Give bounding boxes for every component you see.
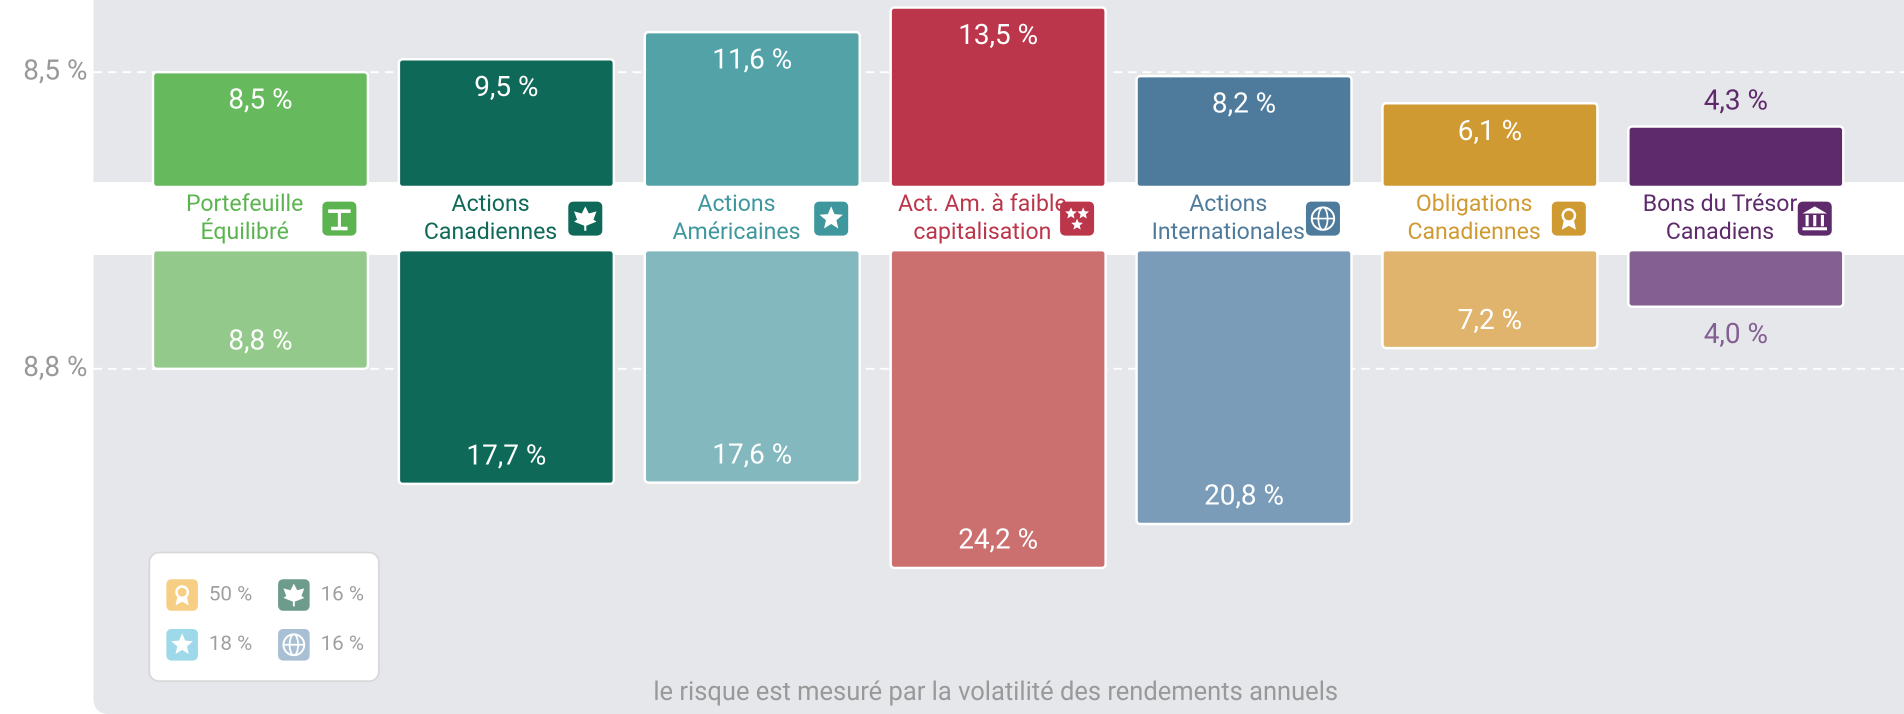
return-label: 8,2 %: [1212, 87, 1276, 120]
category-line: Canadiens: [1666, 218, 1774, 245]
category-label: Obligations Canadiennes: [1407, 190, 1540, 245]
risk-bar: [1381, 248, 1599, 350]
icon-glyph: [574, 206, 597, 231]
category-line: Portefeuille: [186, 190, 303, 217]
icon-glyph: [1561, 220, 1576, 230]
reference-label: 8,5 %: [23, 54, 87, 87]
category-line: Bons du Trésor: [1643, 190, 1798, 217]
icon-glyph: [1805, 215, 1809, 227]
category-line: Équilibré: [201, 217, 289, 245]
return-bar: [151, 71, 370, 189]
risk-label: 17,6 %: [712, 437, 792, 470]
return-bar: [889, 6, 1107, 189]
footnote: le risque est mesuré par la volatilité d…: [653, 677, 1338, 707]
icon-glyph: [1071, 218, 1083, 230]
return-label: 6,1 %: [1458, 114, 1522, 147]
legend-box: [148, 551, 380, 683]
category-label: Actions Internationales: [1152, 190, 1305, 245]
category-line: Actions: [452, 190, 530, 217]
return-label: 8,5 %: [228, 83, 292, 116]
risk-bar: [397, 248, 616, 486]
risk-label: 20,8 %: [1204, 479, 1284, 512]
icon-glyph: [171, 633, 193, 655]
category-label: Act. Am. à faible capitalisation: [898, 190, 1067, 245]
legend-item: 16 %: [278, 629, 364, 661]
category-line: Actions: [697, 190, 775, 217]
risk-bar: [889, 248, 1107, 570]
category-label: Portefeuille Équilibré: [186, 190, 303, 245]
return-label: 11,6 %: [712, 43, 792, 76]
icon-glyph: [337, 212, 341, 228]
icon-glyph: [1813, 215, 1817, 227]
category-line: Obligations: [1416, 190, 1532, 217]
category-line: Américaines: [672, 218, 800, 245]
reference-label: 8,8 %: [23, 350, 87, 383]
legend-item: 16 %: [278, 579, 364, 611]
category-label: Actions Canadiennes: [424, 190, 557, 245]
icon-glyph: [283, 583, 305, 607]
risk-label: 7,2 %: [1458, 303, 1522, 336]
risk-label: 4,0 %: [1704, 317, 1768, 350]
icon-glyph: [328, 209, 351, 213]
legend-label: 16 %: [321, 632, 364, 656]
category-line: Canadiennes: [1407, 218, 1540, 245]
return-bar: [1627, 125, 1845, 189]
return-label: 13,5 %: [958, 18, 1038, 51]
risk-label: 8,8 %: [228, 323, 292, 356]
icon-glyph: [1065, 207, 1077, 219]
icon-glyph: [1802, 206, 1827, 214]
category-line: Act. Am. à faible: [898, 190, 1067, 217]
category-line: Internationales: [1152, 218, 1305, 245]
icon-bg: [1551, 201, 1586, 236]
icon-glyph: [1802, 227, 1827, 231]
icon-glyph: [175, 596, 189, 606]
category-line: Actions: [1189, 190, 1267, 217]
return-bar: [1135, 74, 1353, 189]
risk-label: 17,7 %: [466, 439, 546, 472]
return-label: 4,3 %: [1704, 84, 1768, 117]
icon-glyph: [331, 226, 348, 231]
risk-bar: [1135, 248, 1353, 526]
icon-bg: [166, 579, 198, 611]
return-bar: [397, 58, 616, 189]
risk-bar: [151, 248, 370, 371]
legend-item: 18 %: [166, 629, 252, 661]
category-line: Canadiennes: [424, 218, 557, 245]
icon-glyph: [819, 206, 843, 229]
icon-glyph: [1820, 215, 1824, 227]
legend-label: 16 %: [321, 582, 364, 606]
label-band: [93, 182, 1904, 255]
category-label: Actions Américaines: [672, 190, 800, 245]
risk-label: 24,2 %: [958, 523, 1038, 556]
icon-glyph: [1077, 207, 1089, 219]
legend-label: 18 %: [209, 632, 252, 656]
category-line: capitalisation: [913, 218, 1051, 245]
legend-label: 50 %: [209, 582, 252, 606]
risk-bar: [1627, 248, 1845, 308]
return-bar: [1381, 102, 1599, 189]
category-label: Bons du Trésor Canadiens: [1643, 190, 1798, 245]
risk-bar: [643, 248, 861, 484]
return-label: 9,5 %: [474, 70, 538, 103]
legend-item: 50 %: [166, 579, 252, 611]
return-bar: [643, 30, 861, 189]
